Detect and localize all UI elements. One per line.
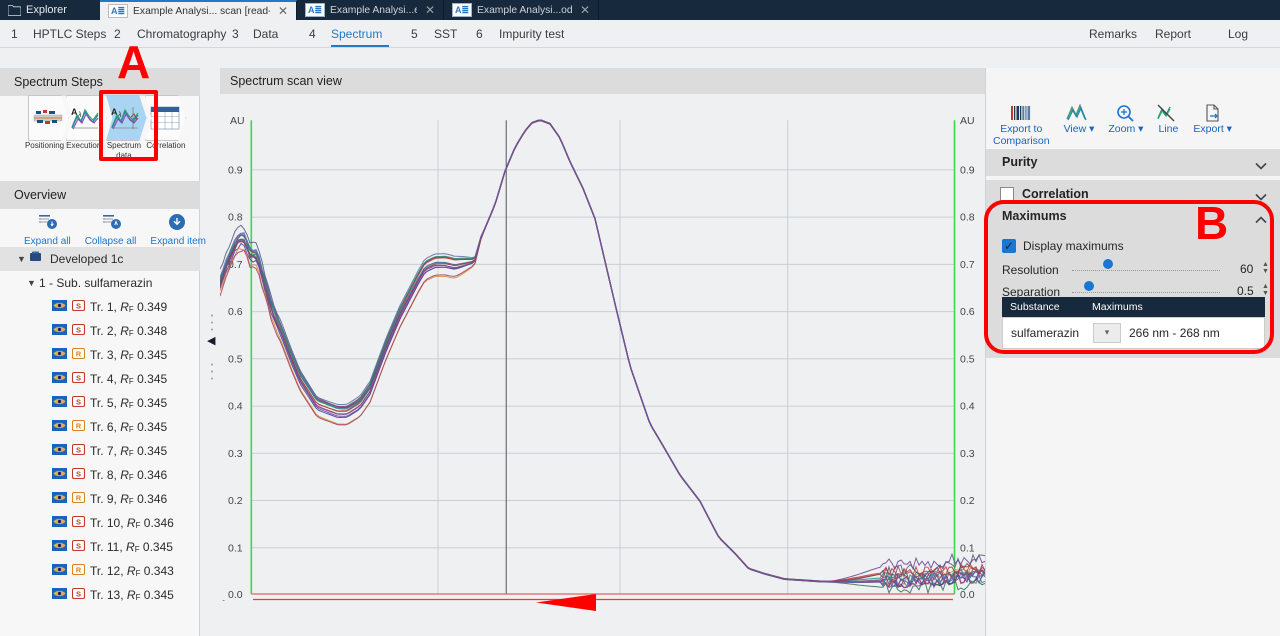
svg-text:S: S [76, 517, 81, 526]
svg-text:R: R [76, 421, 82, 430]
svg-text:S: S [76, 589, 81, 598]
svg-text:S: S [76, 541, 81, 550]
svg-text:S: S [76, 469, 81, 478]
svg-text:R: R [76, 493, 82, 502]
svg-text:S: S [76, 325, 81, 334]
svg-text:S: S [76, 301, 81, 310]
svg-text:R: R [76, 565, 82, 574]
svg-text:S: S [76, 445, 81, 454]
svg-text:S: S [76, 397, 81, 406]
svg-text:R: R [76, 349, 82, 358]
svg-text:S: S [76, 373, 81, 382]
